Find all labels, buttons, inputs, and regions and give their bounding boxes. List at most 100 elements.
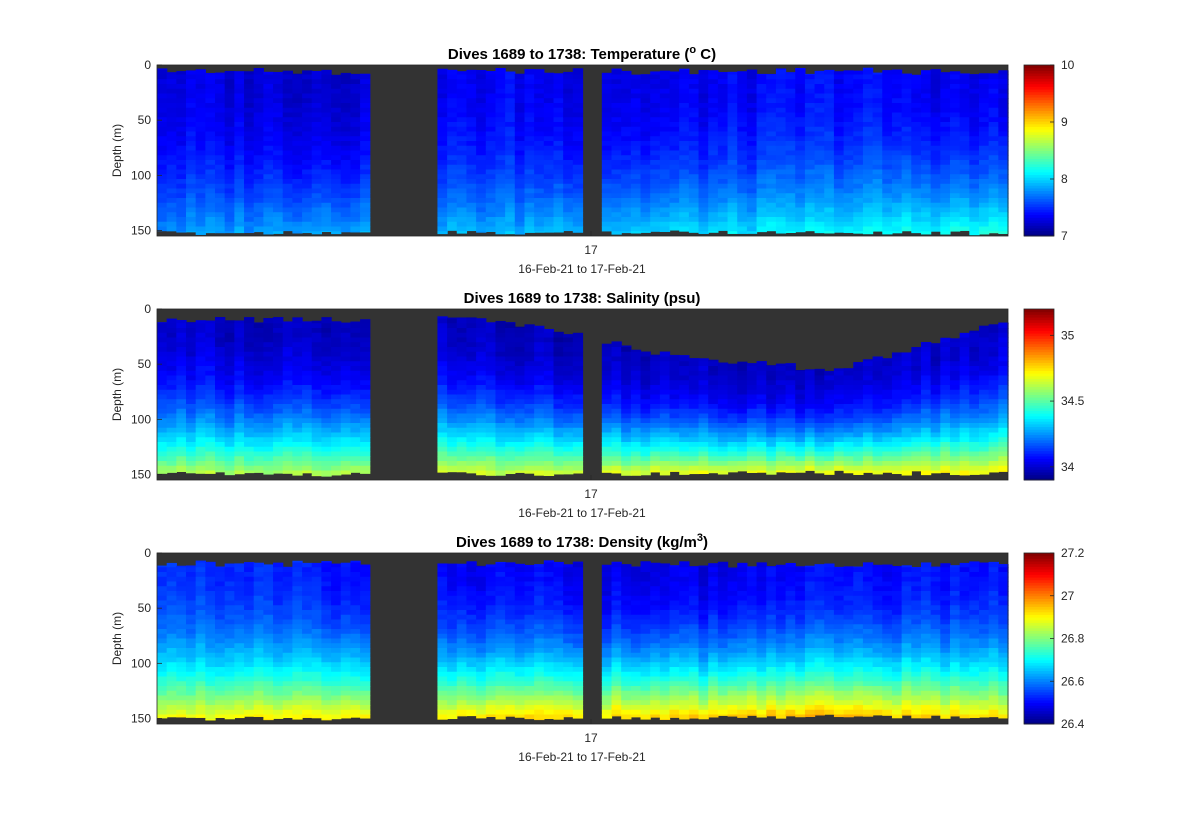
- section-cell: [998, 126, 1009, 133]
- section-cell: [563, 131, 574, 137]
- section-cell: [437, 141, 448, 147]
- section-cell: [195, 112, 206, 118]
- section-cell: [630, 370, 642, 377]
- section-cell: [215, 131, 226, 137]
- section-cell: [215, 361, 226, 367]
- section-cell: [456, 136, 468, 142]
- section-cell: [495, 207, 506, 213]
- section-cell: [447, 456, 458, 462]
- section-cell: [833, 122, 845, 128]
- section-cell: [524, 380, 535, 386]
- section-cell: [804, 423, 816, 429]
- section-cell: [311, 155, 322, 161]
- section-cell: [447, 337, 458, 343]
- section-cell: [437, 323, 448, 329]
- section-cell: [553, 126, 564, 133]
- section-cell: [630, 394, 642, 400]
- section-cell: [282, 361, 293, 367]
- section-cell: [804, 404, 816, 410]
- section-cell: [215, 380, 226, 386]
- section-cell: [804, 221, 816, 228]
- section-cell: [717, 131, 729, 137]
- section-cell: [978, 221, 990, 228]
- section-cell: [785, 160, 796, 166]
- section-cell: [775, 207, 787, 213]
- section-cell: [911, 347, 922, 353]
- section-cell: [253, 427, 264, 434]
- section-cell: [292, 150, 303, 156]
- section-cell: [244, 88, 255, 95]
- section-cell: [166, 88, 177, 95]
- section-cell: [891, 446, 903, 453]
- section-cell: [920, 188, 932, 194]
- section-cell: [862, 432, 874, 438]
- section-cell: [186, 103, 197, 109]
- section-cell: [505, 141, 516, 147]
- section-cell: [495, 79, 506, 85]
- section-cell: [253, 164, 264, 171]
- section-cell: [543, 179, 555, 185]
- section-cell: [688, 164, 700, 171]
- section-cell: [215, 207, 226, 213]
- section-cell: [882, 465, 893, 472]
- section-cell: [621, 423, 632, 429]
- section-cell: [746, 465, 758, 472]
- section-cell: [679, 107, 690, 114]
- section-cell: [514, 404, 526, 410]
- section-cell: [195, 408, 206, 415]
- section-cell: [282, 207, 293, 213]
- section-cell: [872, 432, 883, 438]
- section-cell: [882, 155, 893, 161]
- section-cell: [456, 423, 468, 429]
- section-cell: [273, 117, 284, 123]
- section-cell: [572, 79, 584, 85]
- section-cell: [737, 456, 748, 462]
- section-cell: [766, 465, 777, 472]
- section-cell: [485, 122, 497, 128]
- section-cell: [688, 145, 700, 152]
- section-cell: [476, 150, 487, 156]
- section-cell: [157, 375, 168, 381]
- section-cell: [601, 432, 613, 438]
- section-cell: [563, 155, 574, 161]
- section-cell: [882, 375, 893, 381]
- section-cell: [756, 164, 767, 171]
- section-cell: [524, 442, 535, 448]
- section-cell: [466, 328, 477, 334]
- section-cell: [901, 366, 912, 372]
- section-cell: [476, 202, 487, 209]
- section-cell: [611, 131, 622, 137]
- section-cell: [543, 169, 555, 175]
- section-cell: [659, 423, 671, 429]
- section-cell: [775, 193, 787, 199]
- section-cell: [872, 155, 883, 161]
- section-cell: [998, 193, 1009, 199]
- section-cell: [882, 88, 893, 95]
- section-cell: [920, 202, 932, 209]
- section-cell: [659, 399, 671, 405]
- section-cell: [795, 188, 806, 194]
- section-cell: [872, 169, 883, 175]
- section-cell: [920, 174, 932, 180]
- section-cell: [176, 131, 187, 137]
- section-cell: [350, 93, 361, 99]
- section-cell: [524, 437, 535, 443]
- section-cell: [166, 226, 177, 232]
- section-cell: [601, 207, 613, 213]
- section-cell: [611, 193, 622, 199]
- section-cell: [688, 198, 700, 204]
- section-cell: [804, 370, 816, 377]
- section-cell: [891, 103, 903, 109]
- section-cell: [273, 183, 284, 190]
- section-cell: [311, 399, 322, 405]
- section-cell: [911, 107, 922, 114]
- section-cell: [263, 226, 274, 232]
- section-cell: [911, 432, 922, 438]
- section-cell: [785, 183, 796, 190]
- section-cell: [563, 451, 574, 457]
- section-cell: [437, 136, 448, 142]
- section-cell: [717, 174, 729, 180]
- section-cell: [543, 72, 555, 76]
- section-cell: [688, 136, 700, 142]
- section-cell: [737, 179, 748, 185]
